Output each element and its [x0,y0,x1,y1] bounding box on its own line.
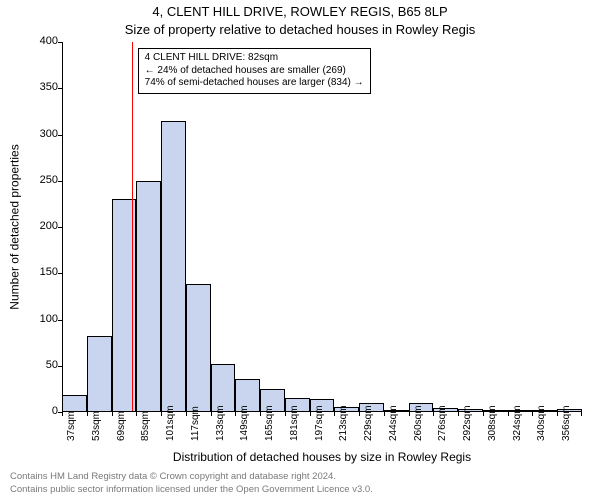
x-tick-label: 149sqm [239,405,250,441]
y-tick-label: 350 [28,81,58,93]
footer-attribution: Contains HM Land Registry data © Crown c… [10,471,373,496]
x-tick-label: 197sqm [314,405,325,441]
histogram-bar [186,284,211,412]
x-tick-mark [458,412,459,416]
x-tick-label: 244sqm [388,405,399,441]
y-axis-line [62,42,63,412]
x-tick-mark [260,412,261,416]
y-tick-mark [58,227,62,228]
histogram-bar [62,395,87,412]
annotation-line: 74% of semi-detached houses are larger (… [145,77,364,90]
x-tick-mark [211,412,212,416]
annotation-box: 4 CLENT HILL DRIVE: 82sqm← 24% of detach… [138,48,371,94]
x-tick-label: 213sqm [338,405,349,441]
y-axis-label: Number of detached properties [6,42,24,412]
y-tick-label: 150 [28,266,58,278]
x-tick-mark [112,412,113,416]
y-tick-label: 300 [28,128,58,140]
chart-title-line2: Size of property relative to detached ho… [0,22,600,37]
reference-line [132,42,134,412]
x-tick-label: 356sqm [561,405,572,441]
plot-inner: 4 CLENT HILL DRIVE: 82sqm← 24% of detach… [62,42,582,412]
x-tick-label: 37sqm [66,411,77,441]
y-tick-mark [58,181,62,182]
x-tick-mark [581,412,582,416]
x-tick-label: 85sqm [140,411,151,441]
x-tick-mark [508,412,509,416]
x-tick-mark [334,412,335,416]
x-tick-mark [384,412,385,416]
x-tick-label: 69sqm [116,411,127,441]
x-tick-label: 308sqm [487,405,498,441]
x-tick-mark [161,412,162,416]
y-tick-label: 50 [28,359,58,371]
x-tick-label: 117sqm [190,406,201,441]
chart-container: 4, CLENT HILL DRIVE, ROWLEY REGIS, B65 8… [0,0,600,500]
x-tick-label: 324sqm [512,405,523,441]
x-tick-mark [186,412,187,416]
x-tick-label: 101sqm [165,405,176,441]
x-tick-label: 53sqm [91,411,102,441]
x-tick-label: 181sqm [289,405,300,441]
annotation-line: 4 CLENT HILL DRIVE: 82sqm [145,52,364,65]
x-tick-label: 340sqm [536,405,547,441]
y-tick-mark [58,88,62,89]
x-tick-label: 229sqm [363,405,374,441]
y-tick-label: 0 [28,405,58,417]
y-tick-label: 250 [28,174,58,186]
footer-line-2: Contains public sector information licen… [10,484,373,496]
y-tick-label: 400 [28,35,58,47]
histogram-bar [136,181,161,412]
histogram-bar [161,121,186,412]
x-tick-mark [433,412,434,416]
y-tick-label: 100 [28,313,58,325]
x-tick-mark [136,412,137,416]
x-tick-mark [62,412,63,416]
x-tick-mark [235,412,236,416]
y-tick-label: 200 [28,220,58,232]
y-tick-mark [58,273,62,274]
y-tick-mark [58,320,62,321]
x-tick-mark [557,412,558,416]
x-tick-label: 292sqm [462,405,473,441]
chart-title-line1: 4, CLENT HILL DRIVE, ROWLEY REGIS, B65 8… [0,4,600,19]
x-tick-mark [532,412,533,416]
x-tick-label: 276sqm [437,405,448,441]
x-tick-mark [310,412,311,416]
plot-area: 4 CLENT HILL DRIVE: 82sqm← 24% of detach… [62,42,582,412]
x-tick-mark [285,412,286,416]
x-tick-mark [483,412,484,416]
x-tick-label: 260sqm [413,405,424,441]
footer-line-1: Contains HM Land Registry data © Crown c… [10,471,373,483]
histogram-bar [87,336,112,412]
x-tick-mark [87,412,88,416]
x-axis-label: Distribution of detached houses by size … [62,450,582,464]
annotation-line: ← 24% of detached houses are smaller (26… [145,65,364,78]
x-tick-label: 165sqm [264,405,275,441]
x-tick-mark [359,412,360,416]
x-tick-mark [409,412,410,416]
y-tick-mark [58,366,62,367]
y-tick-mark [58,42,62,43]
y-tick-mark [58,135,62,136]
x-tick-label: 133sqm [215,405,226,441]
